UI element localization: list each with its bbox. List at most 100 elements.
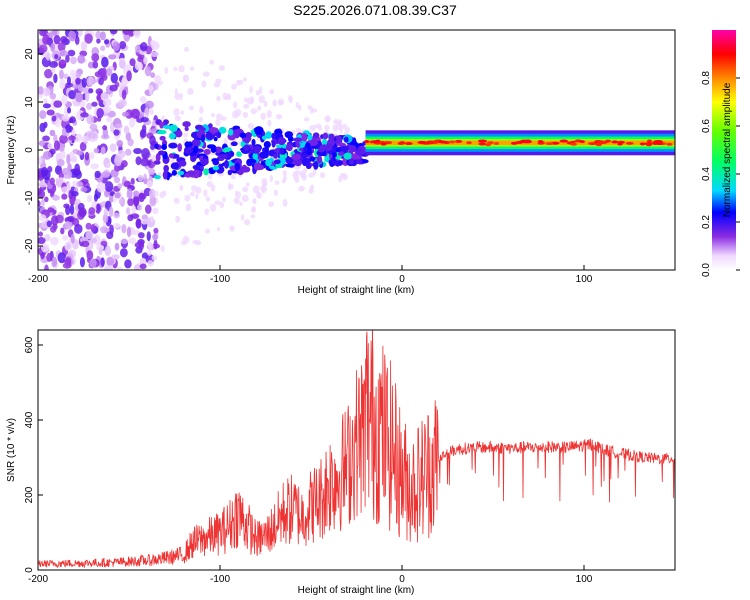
spectrogram-y-tick-label: 10 [24,96,35,108]
spectrogram-blob [203,189,208,197]
spectrogram-blob [149,108,154,115]
spectrogram-blob [77,54,86,64]
spectrogram-blob [162,170,168,180]
spectrogram-blob [247,123,255,130]
spectrogram-blob [98,247,103,256]
spectrogram-blob [145,100,154,109]
snr-x-tick-label: 0 [399,574,405,585]
spectrogram-blob [332,152,338,158]
spectrogram-blob [108,194,114,203]
spectrogram-blob [64,220,73,230]
spectrogram-blob [295,127,302,134]
spectrogram-blob [299,152,309,159]
spectrogram-blob [85,230,94,240]
spectrogram-blob [116,139,124,148]
spectrogram-blob [182,74,190,83]
spectrogram-peak [417,140,428,144]
spectrogram-blob [99,31,106,41]
spectrogram-blob [149,90,153,96]
spectrogram-blob [351,153,359,160]
spectrogram-blob [282,198,288,207]
spectrogram-blob [47,142,53,149]
spectrogram-blob [106,231,114,240]
spectrogram-blob [243,103,250,109]
spectrogram-blob [240,214,245,221]
spectrogram-blob [173,197,180,204]
spectrogram-x-tick-label: -200 [28,274,48,285]
spectrogram-blob [63,203,70,209]
spectrogram-blob [58,146,65,152]
spectrogram-blob [184,141,193,148]
spectrogram-blob [231,83,237,90]
spectrogram-blob [222,196,226,203]
colorbar-tick-label: 0.4 [701,167,712,181]
spectrogram-blob [348,145,357,153]
spectrogram-peak [454,139,463,143]
spectrogram-blob [150,215,154,223]
spectrogram-blob [125,207,131,215]
spectrogram-blob [146,179,153,188]
spectrogram-blob [59,78,66,90]
spectrogram-blob [195,193,199,200]
spectrogram-blob [80,112,89,118]
spectrogram-y-tick-label: -20 [24,238,35,253]
spectrogram-blob [245,182,250,187]
spectrogram-blob [68,30,77,42]
spectrogram-blob [249,85,253,94]
spectrogram-blob [108,206,114,218]
spectrogram-blob [39,110,47,120]
spectrogram-blob [44,68,53,79]
spectrogram-blob [69,204,75,215]
spectrogram-blob [324,124,330,132]
spectrogram-blob [312,132,320,139]
spectrogram-blob [252,197,257,204]
spectrogram-blob [89,258,97,269]
spectrogram-blob [134,44,141,53]
spectrogram-y-ticks: -20 -10 0 10 20 [24,48,43,253]
spectrogram-blob [88,88,94,94]
spectrogram-blob [73,135,83,143]
spectrogram-blob [57,41,66,52]
spectrogram-blob [91,53,100,62]
spectrogram-blob [151,154,157,162]
spectrogram-blob [292,171,298,180]
spectrogram-blob [224,95,232,101]
snr-y-tick-label: 0 [24,567,35,573]
spectrogram-peak [428,141,434,145]
spectrogram-blob [324,144,333,152]
spectrogram-blob [184,194,191,202]
spectrogram-blob [233,101,238,109]
spectrogram-blob [62,262,72,269]
spectrogram-blob [90,163,99,170]
spectrogram-blob [65,54,70,63]
spectrogram-blob [125,132,132,141]
spectrogram-blob [273,189,278,196]
spectrogram-blob [160,245,165,253]
spectrogram-blob [341,173,348,181]
spectrogram-blob [154,190,159,197]
spectrogram-blob [38,182,47,188]
spectrogram-peak [579,140,585,144]
spectrogram-blob [62,235,68,241]
spectrogram-blob [86,195,93,203]
spectrogram-blob [38,156,42,166]
spectrogram-blob [150,72,156,79]
spectrogram-blob [59,49,68,57]
spectrogram-blob [100,45,106,52]
spectrogram-blob [261,187,268,192]
spectrogram-blob [180,240,187,246]
spectrogram-blob [125,148,132,156]
spectrogram-blob [286,143,293,152]
spectrogram-blob [137,232,145,239]
spectrogram-blob [162,190,167,197]
spectrogram-blob [233,197,240,205]
spectrogram-blob [106,68,113,77]
spectrogram-blob [58,59,67,68]
snr-x-tick-label: -100 [210,574,230,585]
spectrogram-blob [41,166,49,177]
spectrogram-peak [570,142,578,146]
spectrogram-peak [596,140,606,144]
spectrogram-blob [234,162,241,171]
spectrogram-blob [236,152,243,157]
spectrogram-blob [128,237,137,245]
